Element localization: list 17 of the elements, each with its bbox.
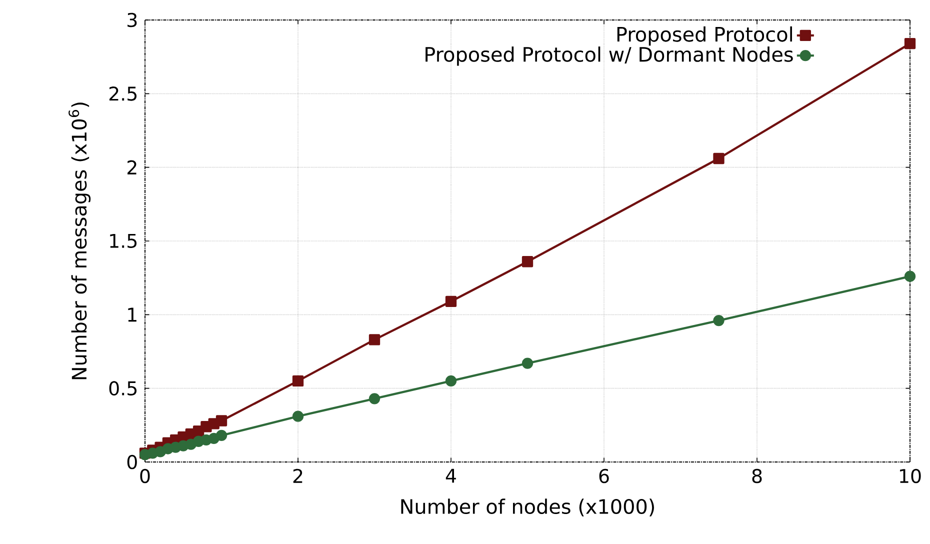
y-tick-label: 0 <box>127 454 137 470</box>
y-tick-label: 2.5 <box>109 86 137 101</box>
y-tick-label: 3 <box>128 12 137 28</box>
y-axis-title: Number of messages (x10$^{6}$) <box>68 102 91 380</box>
legend-label: Proposed Protocol <box>617 26 792 46</box>
x-axis-title: Number of nodes (x1000) <box>401 498 654 516</box>
x-tick-label: 6 <box>599 468 609 484</box>
x-tick-label: 8 <box>752 468 762 484</box>
x-tick-label: 0 <box>140 468 150 484</box>
legend-label: Proposed Protocol w/ Dormant Nodes <box>426 46 793 66</box>
y-tick-label: 1 <box>128 308 136 322</box>
y-tick-label: 1.5 <box>110 234 137 248</box>
y-tick-label: 0.5 <box>109 381 137 396</box>
x-tick-label: 2 <box>293 468 302 483</box>
x-tick-label: 10 <box>900 468 921 484</box>
y-tick-label: 2 <box>128 160 136 174</box>
x-tick-label: 4 <box>446 468 456 483</box>
